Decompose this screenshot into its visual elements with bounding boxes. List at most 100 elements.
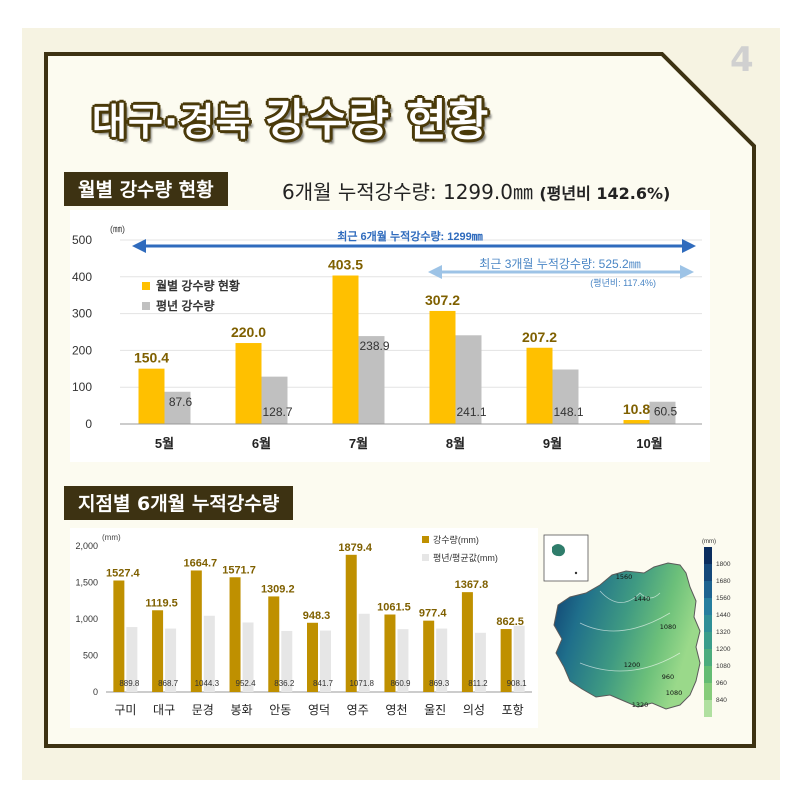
data-label-station: 977.4 — [419, 608, 447, 620]
summary-total: 6개월 누적강수량: 1299.0㎜ — [282, 180, 533, 204]
rainfall-map: 1560 1440 1080 1200 960 1080 1320 (mm) 18… — [540, 533, 740, 723]
map-legend-tick: 960 — [716, 680, 727, 687]
map-legend-swatch — [704, 615, 712, 632]
bar-station-normal — [203, 615, 215, 692]
map-legend-swatch — [704, 598, 712, 615]
map-legend-tick: 1680 — [716, 578, 731, 585]
bar-normal — [358, 336, 385, 424]
data-label-station: 1527.4 — [106, 567, 141, 579]
bar-station-normal — [474, 632, 486, 692]
data-label-normal: 87.6 — [169, 395, 193, 409]
data-label-monthly: 150.4 — [134, 350, 169, 366]
legend-label-station-normal: 평년/평균값(mm) — [433, 552, 498, 563]
data-label-normal: 128.7 — [262, 405, 292, 419]
page-title: 대구·경북 강수량 현황 — [92, 84, 489, 148]
station-chart-panel: (mm) 0 500 1,000 1,500 2,000 1527.4 889.8 구미 1119… — [70, 528, 538, 728]
y-axis-unit: (mm) — [102, 533, 121, 542]
data-label-station: 948.3 — [303, 610, 331, 622]
map-contour-label: 960 — [662, 673, 674, 681]
x-tick-label: 7월 — [349, 436, 368, 451]
bar-station — [423, 620, 435, 692]
data-label-station-normal: 868.7 — [158, 679, 179, 688]
map-legend-swatch — [704, 683, 712, 700]
map-legend-tick: 1440 — [716, 612, 731, 619]
data-label-normal: 148.1 — [553, 405, 583, 419]
bar-station-normal — [436, 628, 448, 692]
monthly-summary: 6개월 누적강수량: 1299.0㎜ (평년비 142.6%) — [282, 176, 670, 205]
data-label-station-normal: 1044.3 — [195, 679, 220, 688]
y-tick-label: 500 — [72, 233, 92, 247]
map-contour-label: 1440 — [634, 595, 651, 603]
bar-station — [268, 596, 280, 692]
bar-station — [307, 622, 318, 692]
bar-station-normal — [281, 630, 293, 692]
legend-label-monthly: 월별 강수량 현황 — [156, 278, 240, 293]
bar-normal — [261, 376, 288, 424]
monthly-rainfall-chart: (㎜) 0 100 200 300 400 500 150.4 87.6 5월 220.0 128.7… — [72, 224, 702, 451]
data-label-station: 862.5 — [496, 616, 524, 628]
data-label-station-normal: 1071.8 — [349, 679, 374, 688]
arrow-6m-head-right — [682, 239, 696, 253]
legend-swatch-monthly — [142, 282, 150, 290]
data-label-station-normal: 908.1 — [507, 679, 528, 688]
data-label-station: 1309.2 — [261, 583, 295, 595]
map-contour-label: 1320 — [632, 701, 649, 709]
x-tick-label: 영주 — [347, 703, 369, 717]
bar-normal — [164, 391, 191, 424]
map-contour-label: 1200 — [624, 661, 641, 669]
data-label-station: 1119.5 — [145, 597, 177, 609]
x-tick-label: 10월 — [636, 436, 662, 451]
dokdo-icon — [574, 571, 578, 575]
annotation-3m: 최근 3개월 누적강수량: 525.2㎜ — [479, 257, 640, 271]
bar-station — [190, 570, 202, 692]
map-legend-swatch — [704, 700, 712, 717]
y-tick-label: 200 — [72, 343, 92, 357]
page-title-region: 대구·경북 — [92, 100, 252, 144]
data-label-monthly: 207.2 — [522, 329, 557, 345]
x-tick-label: 안동 — [269, 703, 291, 717]
map-legend-unit: (mm) — [702, 539, 716, 545]
bar-station-normal — [165, 628, 177, 692]
map-legend-tick: 1800 — [716, 561, 731, 568]
map-legend-swatch — [704, 581, 712, 598]
bar-station-normal — [242, 622, 254, 692]
x-tick-label: 문경 — [192, 703, 214, 717]
bar-station — [113, 580, 125, 692]
section-label-monthly: 월별 강수량 현황 — [64, 172, 228, 206]
data-label-station: 1571.7 — [222, 564, 256, 576]
data-label-station-normal: 889.8 — [119, 679, 140, 688]
data-label-monthly: 307.2 — [425, 292, 460, 308]
x-tick-label: 울진 — [424, 703, 446, 717]
x-tick-label: 6월 — [252, 436, 271, 451]
section-label-stations: 지점별 6개월 누적강수량 — [64, 486, 294, 520]
data-label-station-normal: 836.2 — [274, 679, 295, 688]
x-tick-label: 포항 — [502, 703, 524, 717]
annotation-3m-ratio: (평년비: 117.4%) — [590, 278, 656, 288]
bar-monthly — [429, 310, 456, 424]
station-rainfall-chart: (mm) 0 500 1,000 1,500 2,000 1527.4 889.8 구미 1119… — [75, 533, 532, 717]
bar-station-normal — [126, 627, 138, 692]
arrow-6m-head-left — [132, 239, 146, 253]
y-tick-label: 1,500 — [75, 578, 98, 588]
x-tick-label: 8월 — [446, 436, 465, 451]
arrow-3m-head-left — [428, 265, 442, 279]
ulleung-island-icon — [552, 544, 565, 557]
x-tick-label: 9월 — [543, 436, 562, 451]
map-legend-swatch — [704, 564, 712, 581]
map-contour-label: 1080 — [660, 623, 677, 631]
bar-monthly — [235, 343, 262, 424]
bar-station — [345, 554, 357, 692]
bar-station — [229, 577, 241, 692]
map-legend-tick: 1200 — [716, 646, 731, 653]
data-label-station: 1061.5 — [377, 602, 411, 614]
x-tick-label: 구미 — [114, 703, 136, 717]
data-label-station-normal: 811.2 — [468, 679, 488, 688]
y-tick-label: 1,000 — [75, 614, 98, 624]
data-label-normal: 60.5 — [654, 405, 678, 419]
x-tick-label: 영천 — [385, 702, 407, 717]
y-tick-label: 2,000 — [75, 541, 98, 551]
y-tick-label: 100 — [72, 380, 92, 394]
bar-station-normal — [358, 613, 370, 692]
bar-normal — [649, 401, 676, 424]
summary-ratio: (평년비 142.6%) — [539, 184, 671, 203]
